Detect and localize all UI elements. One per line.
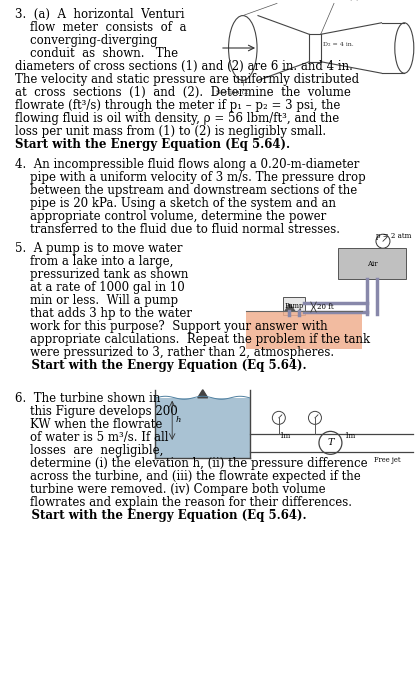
Text: 1m: 1m bbox=[344, 432, 355, 440]
Text: D₂ = 4 in.: D₂ = 4 in. bbox=[323, 42, 354, 47]
Text: Free jet: Free jet bbox=[374, 456, 401, 464]
Polygon shape bbox=[198, 390, 208, 398]
Bar bbox=[339, 248, 406, 279]
Text: Section (1): Section (1) bbox=[325, 0, 359, 1]
Text: pressurized tank as shown: pressurized tank as shown bbox=[15, 268, 189, 281]
Text: between the upstream and downstream sections of the: between the upstream and downstream sect… bbox=[15, 184, 357, 197]
Text: converging-diverging: converging-diverging bbox=[15, 34, 158, 47]
Text: at a rate of 1000 gal in 10: at a rate of 1000 gal in 10 bbox=[15, 281, 185, 294]
Text: Start with the Energy Equation (Eq 5.64).: Start with the Energy Equation (Eq 5.64)… bbox=[15, 509, 307, 522]
Text: appropriate calculations.  Repeat the problem if the tank: appropriate calculations. Repeat the pro… bbox=[15, 333, 370, 346]
Text: 20 ft: 20 ft bbox=[317, 303, 333, 311]
Text: 3.  (a)  A  horizontal  Venturi: 3. (a) A horizontal Venturi bbox=[15, 8, 184, 21]
Text: p = 2 atm: p = 2 atm bbox=[376, 232, 411, 240]
Text: this Figure develops 200: this Figure develops 200 bbox=[15, 405, 178, 418]
Text: at  cross  sections  (1)  and  (2).  Determine  the  volume: at cross sections (1) and (2). Determine… bbox=[15, 86, 351, 99]
Text: KW when the flowrate: KW when the flowrate bbox=[15, 418, 163, 431]
Text: diameters of cross sections (1) and (2) are 6 in. and 4 in.: diameters of cross sections (1) and (2) … bbox=[15, 60, 353, 73]
Text: that adds 3 hp to the water: that adds 3 hp to the water bbox=[15, 307, 192, 320]
Text: flow  meter  consists  of  a: flow meter consists of a bbox=[15, 21, 186, 34]
Bar bbox=[155, 398, 250, 458]
Text: losses  are  negligible,: losses are negligible, bbox=[15, 444, 163, 457]
Text: pipe is 20 kPa. Using a sketch of the system and an: pipe is 20 kPa. Using a sketch of the sy… bbox=[15, 197, 336, 210]
Text: across the turbine, and (iii) the flowrate expected if the: across the turbine, and (iii) the flowra… bbox=[15, 470, 361, 483]
Text: 4.  An incompressible fluid flows along a 0.20-m-diameter: 4. An incompressible fluid flows along a… bbox=[15, 158, 360, 171]
Text: D₁ = 6 in.: D₁ = 6 in. bbox=[262, 0, 292, 1]
Text: flowing fluid is oil with density, ρ = 56 lbm/ft³, and the: flowing fluid is oil with density, ρ = 5… bbox=[15, 112, 339, 125]
Text: conduit  as  shown.   The: conduit as shown. The bbox=[15, 47, 178, 60]
Text: from a lake into a large,: from a lake into a large, bbox=[15, 255, 173, 268]
Text: 6.  The turbine shown in: 6. The turbine shown in bbox=[15, 392, 160, 405]
Text: of water is 5 m³/s. If all: of water is 5 m³/s. If all bbox=[15, 431, 168, 444]
Circle shape bbox=[319, 431, 342, 454]
Text: Section (2): Section (2) bbox=[216, 90, 251, 95]
Text: flowrate (ft³/s) through the meter if p₁ – p₂ = 3 psi, the: flowrate (ft³/s) through the meter if p₁… bbox=[15, 99, 340, 112]
Text: appropriate control volume, determine the power: appropriate control volume, determine th… bbox=[15, 210, 326, 223]
Text: Air: Air bbox=[367, 260, 378, 267]
Text: Start with the Energy Equation (Eq 5.64).: Start with the Energy Equation (Eq 5.64)… bbox=[15, 138, 290, 151]
Text: loss per unit mass from (1) to (2) is negligibly small.: loss per unit mass from (1) to (2) is ne… bbox=[15, 125, 326, 138]
Text: h: h bbox=[175, 416, 181, 424]
Bar bbox=[246, 312, 362, 349]
Text: transferred to the fluid due to fluid normal stresses.: transferred to the fluid due to fluid no… bbox=[15, 223, 340, 236]
Text: were pressurized to 3, rather than 2, atmospheres.: were pressurized to 3, rather than 2, at… bbox=[15, 346, 334, 359]
Polygon shape bbox=[285, 304, 295, 312]
Text: 1m: 1m bbox=[279, 432, 290, 440]
Text: The velocity and static pressure are uniformly distributed: The velocity and static pressure are uni… bbox=[15, 73, 359, 86]
Text: work for this purpose?  Support your answer with: work for this purpose? Support your answ… bbox=[15, 320, 328, 333]
Text: min or less.  Will a pump: min or less. Will a pump bbox=[15, 294, 178, 307]
Text: 5.  A pump is to move water: 5. A pump is to move water bbox=[15, 242, 183, 255]
Text: T: T bbox=[327, 438, 334, 447]
Text: turbine were removed. (iv) Compare both volume: turbine were removed. (iv) Compare both … bbox=[15, 483, 326, 496]
Text: pipe with a uniform velocity of 3 m/s. The pressure drop: pipe with a uniform velocity of 3 m/s. T… bbox=[15, 171, 366, 184]
Text: determine (i) the elevation h, (ii) the pressure difference: determine (i) the elevation h, (ii) the … bbox=[15, 457, 368, 470]
Text: Pump: Pump bbox=[284, 302, 304, 310]
Text: flowrates and explain the reason for their differences.: flowrates and explain the reason for the… bbox=[15, 496, 352, 509]
Text: Start with the Energy Equation (Eq 5.64).: Start with the Energy Equation (Eq 5.64)… bbox=[15, 359, 307, 372]
Bar bbox=[283, 298, 305, 316]
